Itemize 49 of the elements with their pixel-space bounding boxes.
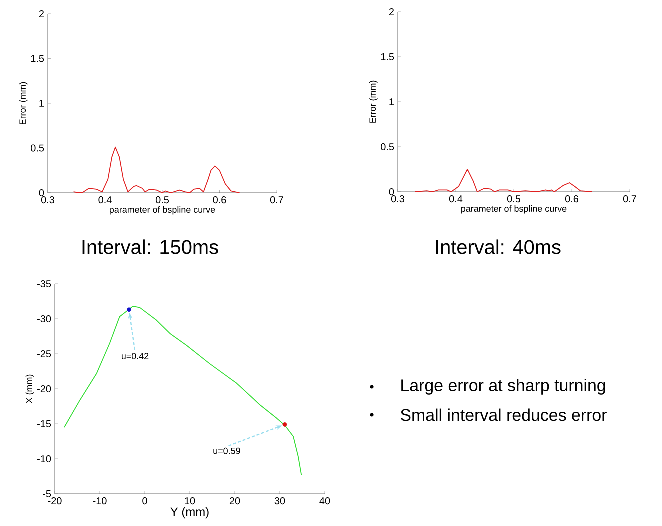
- x-tick-label: 0.7: [623, 196, 636, 203]
- x-tick-label: -20: [48, 498, 62, 505]
- x-tick-label: 40: [320, 498, 330, 505]
- line-series: [64, 306, 302, 476]
- x-tick-label: 0.3: [41, 196, 54, 204]
- y-tick-label: -35: [38, 280, 52, 288]
- x-tick-label: 0.5: [507, 196, 521, 203]
- text: Large error at sharp turning: [402, 379, 606, 395]
- text: Interval: 150ms: [82, 240, 218, 254]
- x-tick-label: 0.6: [213, 196, 226, 204]
- y-tick-label: -15: [38, 420, 52, 428]
- y-tick-label: 1.5: [381, 54, 394, 60]
- text: Interval: 40ms: [436, 240, 561, 254]
- y-tick-label: -5: [43, 490, 52, 498]
- line-series: [414, 169, 593, 192]
- y-axis-title: Error (mm): [19, 82, 28, 124]
- y-tick-label: -10: [38, 455, 52, 463]
- x-tick-label: 10: [185, 498, 196, 505]
- y-tick-label: 1: [390, 98, 394, 106]
- x-tick-label: -10: [93, 498, 107, 505]
- y-tick-label: 0.5: [381, 143, 394, 151]
- y-tick-label: 0: [39, 189, 44, 197]
- x-tick-label: 0.5: [156, 196, 170, 204]
- y-tick-label: -25: [38, 350, 52, 358]
- x-tick-label: 0: [142, 498, 148, 505]
- y-tick-label: -30: [38, 315, 52, 323]
- y-tick-label: 2: [389, 8, 394, 16]
- x-axis-title: Y (mm): [170, 507, 209, 519]
- y-tick-label: 2: [39, 10, 44, 18]
- y-tick-label: 1: [40, 100, 44, 107]
- y-tick-label: 1.5: [31, 55, 44, 62]
- x-tick-label: 0.7: [270, 196, 284, 204]
- annotation: u=0.59: [214, 448, 240, 454]
- y-tick-label: 0: [389, 188, 394, 196]
- text: Small interval reduces error: [400, 408, 607, 422]
- y-tick-label: 0.5: [31, 144, 44, 152]
- x-tick-label: 20: [230, 498, 240, 505]
- x-axis-title: parameter of bspline curve: [462, 205, 567, 214]
- line-series: [73, 146, 240, 194]
- x-tick-label: 0.3: [391, 196, 404, 203]
- y-tick-label: -20: [38, 385, 52, 393]
- x-tick-label: 0.4: [449, 196, 463, 203]
- x-axis-title: parameter of bspline curve: [110, 206, 216, 215]
- x-tick-label: 0.6: [565, 196, 578, 203]
- y-axis-title: X (mm): [26, 374, 34, 404]
- y-axis-title: Error (mm): [369, 80, 378, 123]
- annotation: u=0.42: [122, 353, 149, 360]
- x-tick-label: 0.4: [98, 196, 112, 204]
- x-tick-label: 30: [274, 498, 286, 505]
